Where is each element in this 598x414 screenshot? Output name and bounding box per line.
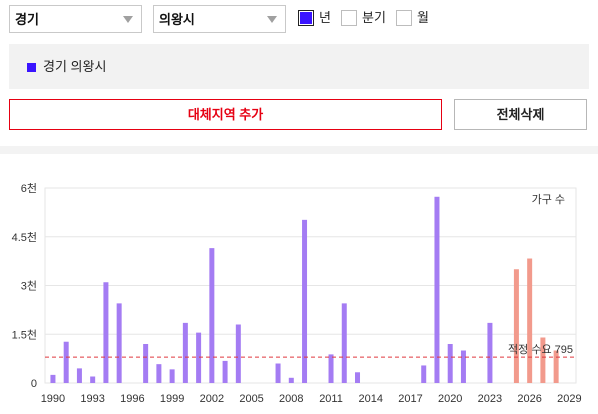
city-select-value: 의왕시 <box>159 12 195 27</box>
bar-2026 <box>527 258 533 383</box>
bar-1994 <box>103 282 109 383</box>
reference-line-label: 적정 수요 795 <box>508 343 573 356</box>
x-tick-label: 2020 <box>438 393 462 405</box>
bar-1993 <box>90 376 96 383</box>
x-tick-label: 2014 <box>359 393 383 405</box>
checkbox-box[interactable] <box>341 10 357 26</box>
y-tick-label: 1.5천 <box>12 327 37 341</box>
bar-1997 <box>143 344 149 383</box>
chevron-down-icon <box>123 16 133 23</box>
x-tick-label: 2017 <box>398 393 422 405</box>
period-checkbox-month[interactable]: 월 <box>396 9 436 27</box>
x-tick-label: 2011 <box>319 393 343 405</box>
section-divider <box>0 146 598 154</box>
bar-2012 <box>341 303 347 383</box>
bar-2023 <box>487 322 493 383</box>
add-region-button[interactable]: 대체지역 추가 <box>9 99 442 130</box>
checkbox-label[interactable]: 분기 <box>362 10 386 25</box>
city-select[interactable]: 의왕시 <box>153 5 286 33</box>
bar-2000 <box>182 322 188 383</box>
x-tick-label: 2008 <box>279 393 303 405</box>
province-select-value: 경기 <box>15 12 39 27</box>
x-tick-label: 2002 <box>200 393 224 405</box>
x-tick-label: 1999 <box>160 393 184 405</box>
bar-series-0 <box>50 196 493 383</box>
bar-1992 <box>76 368 82 383</box>
x-tick-label: 2026 <box>517 393 541 405</box>
unit-label: 가구 수 <box>532 193 565 206</box>
x-tick-label: 1990 <box>41 393 65 405</box>
bar-chart: 0 1.5천 3천 4.5천 6천 1990 1993 1996 1999 2002 2005 200… <box>12 181 582 405</box>
bar-2027 <box>540 337 546 383</box>
checkbox-label[interactable]: 년 <box>319 10 331 25</box>
chevron-down-icon <box>267 16 277 23</box>
bar-2019 <box>434 196 440 383</box>
y-tick-label: 3천 <box>21 279 37 293</box>
province-select[interactable]: 경기 <box>9 5 142 33</box>
bar-1998 <box>156 364 162 383</box>
bar-2001 <box>196 332 202 383</box>
bar-2021 <box>460 350 466 383</box>
x-tick-label: 1993 <box>80 393 104 405</box>
bar-2008 <box>288 377 294 383</box>
bar-2013 <box>355 372 361 383</box>
x-tick-label: 2029 <box>557 393 581 405</box>
bar-1991 <box>63 341 69 383</box>
y-tick-label: 4.5천 <box>12 230 37 244</box>
bar-2009 <box>302 219 308 383</box>
checkbox-label[interactable]: 월 <box>417 10 429 25</box>
bar-2028 <box>553 350 559 383</box>
bar-2011 <box>328 354 334 383</box>
y-tick-label: 6천 <box>21 181 37 195</box>
bar-1990 <box>50 374 56 383</box>
legend-label: 경기 의왕시 <box>43 59 107 74</box>
x-tick-label: 2005 <box>239 393 263 405</box>
bar-2002 <box>209 248 215 383</box>
y-tick-label: 0 <box>31 378 37 390</box>
bar-2004 <box>235 324 241 383</box>
legend-panel: 경기 의왕시 <box>9 44 589 89</box>
bar-1995 <box>116 303 122 383</box>
bar-2025 <box>513 269 519 383</box>
bar-2003 <box>222 360 228 383</box>
bar-series-1 <box>513 258 559 383</box>
delete-all-button[interactable]: 전체삭제 <box>454 99 587 130</box>
bar-2018 <box>421 365 427 383</box>
bar-2007 <box>275 363 281 383</box>
grid-lines <box>44 187 577 384</box>
period-checkbox-year[interactable]: 년 <box>298 9 338 27</box>
bar-2020 <box>447 344 453 383</box>
checkbox-box[interactable] <box>396 10 412 26</box>
checkbox-box[interactable] <box>298 10 314 26</box>
period-checkbox-quarter[interactable]: 분기 <box>341 9 386 27</box>
legend-swatch <box>27 63 36 72</box>
x-tick-label: 2023 <box>478 393 502 405</box>
x-tick-label: 1996 <box>120 393 144 405</box>
bar-1999 <box>169 369 175 383</box>
